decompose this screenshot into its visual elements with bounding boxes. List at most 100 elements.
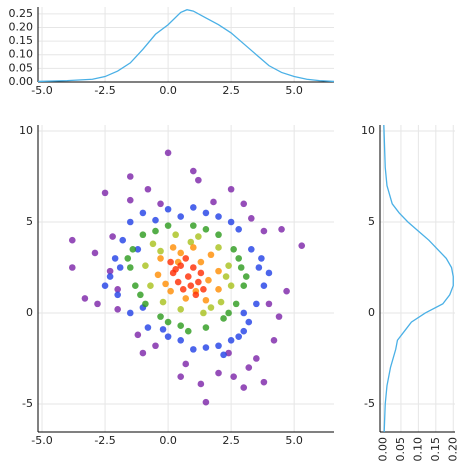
scatter-point — [126, 196, 134, 204]
scatter-point — [190, 167, 197, 175]
scatter-point — [116, 264, 124, 271]
scatter-point — [111, 255, 119, 262]
scatter-point — [240, 200, 248, 208]
y-tick-label: 10 — [19, 124, 33, 137]
x-tick-label: 0.05 — [394, 437, 407, 462]
scatter-point — [126, 173, 134, 180]
scatter-point — [106, 267, 114, 275]
scatter-point — [182, 255, 190, 262]
scatter-point — [195, 176, 202, 184]
scatter-point — [177, 322, 185, 330]
scatter-point — [248, 215, 255, 222]
scatter-point — [101, 189, 109, 197]
scatter-point — [177, 373, 185, 380]
scatter-point — [215, 342, 222, 350]
scatter-point — [147, 282, 154, 289]
scatter-point — [195, 278, 202, 286]
scatter-point — [205, 276, 212, 284]
x-tick-label: 0.00 — [376, 437, 389, 462]
scatter-point — [215, 244, 222, 251]
scatter-point — [139, 209, 147, 217]
scatter-point — [235, 225, 242, 233]
scatter-point — [164, 205, 172, 213]
scatter-point — [177, 306, 185, 313]
x-tick-label: 0.15 — [429, 437, 442, 462]
scatter-point — [94, 300, 101, 308]
scatter-point — [215, 267, 222, 275]
scatter-point — [207, 304, 215, 311]
scatter-point — [190, 346, 197, 353]
scatter-point — [177, 262, 185, 269]
scatter-point — [245, 318, 253, 326]
scatter-point — [240, 309, 248, 317]
scatter-point — [126, 218, 134, 226]
scatter-point — [240, 327, 248, 335]
scatter-point — [182, 295, 190, 302]
x-tick-label: 0.0 — [159, 84, 177, 97]
scatter-point — [144, 185, 152, 193]
scatter-point — [177, 213, 185, 220]
scatter-point — [106, 273, 114, 280]
scatter-point — [177, 249, 185, 257]
scatter-point — [215, 369, 222, 377]
scatter-point — [190, 244, 197, 251]
y-tick-label: 0.10 — [9, 48, 34, 61]
scatter-point — [230, 373, 237, 380]
scatter-point — [245, 364, 253, 371]
scatter-point — [91, 249, 99, 257]
scatter-point — [222, 273, 230, 280]
scatter-point — [253, 300, 260, 308]
x-tick-label: 5.0 — [285, 434, 303, 447]
scatter-point — [227, 336, 235, 344]
scatter-point — [283, 287, 290, 295]
scatter-point — [225, 309, 232, 317]
scatter-point — [255, 264, 263, 271]
scatter-point — [195, 233, 202, 240]
x-tick-label: 0.10 — [411, 437, 424, 462]
x-tick-label: -5.0 — [31, 84, 52, 97]
scatter-point — [177, 336, 185, 344]
y-tick-label: 0.00 — [9, 75, 34, 88]
scatter-point — [227, 218, 235, 226]
scatter-point — [157, 255, 164, 262]
scatter-point — [258, 255, 265, 262]
scatter-point — [129, 245, 137, 253]
density-line — [383, 124, 454, 433]
x-tick-label: 2.5 — [222, 434, 240, 447]
scatter-point — [184, 327, 192, 335]
scatter-point — [197, 269, 205, 277]
scatter-point — [248, 245, 255, 253]
y-tick-label: 0.15 — [9, 34, 34, 47]
scatter-point — [119, 236, 127, 244]
scatter-point — [142, 300, 149, 308]
scatter-point — [124, 255, 132, 262]
scatter-point — [230, 245, 237, 253]
scatter-point — [134, 331, 142, 339]
scatter-point — [232, 300, 240, 308]
scatter-point — [220, 351, 227, 359]
x-tick-label: 2.5 — [222, 84, 240, 97]
scatter-point — [172, 231, 179, 239]
scatter-point — [235, 255, 242, 262]
scatter-point — [202, 225, 210, 233]
scatter-point — [126, 309, 134, 317]
scatter-point — [167, 287, 174, 295]
scatter-point — [265, 300, 273, 308]
scatter-point — [149, 240, 157, 248]
scatter-point — [190, 204, 197, 211]
scatter-point — [215, 213, 222, 220]
scatter-point — [265, 269, 273, 277]
y-tick-label: 0.05 — [9, 61, 34, 74]
x-tick-label: 0.20 — [446, 437, 459, 462]
scatter-point — [139, 349, 147, 357]
scatter-point — [260, 378, 268, 386]
scatter-point — [109, 233, 116, 240]
scatter-point — [169, 244, 177, 251]
scatter-point — [152, 216, 159, 224]
scatter-point — [260, 282, 268, 289]
scatter-point — [101, 282, 109, 289]
scatter-point — [217, 298, 225, 306]
scatter-point — [174, 278, 182, 286]
scatter-point — [215, 231, 222, 239]
